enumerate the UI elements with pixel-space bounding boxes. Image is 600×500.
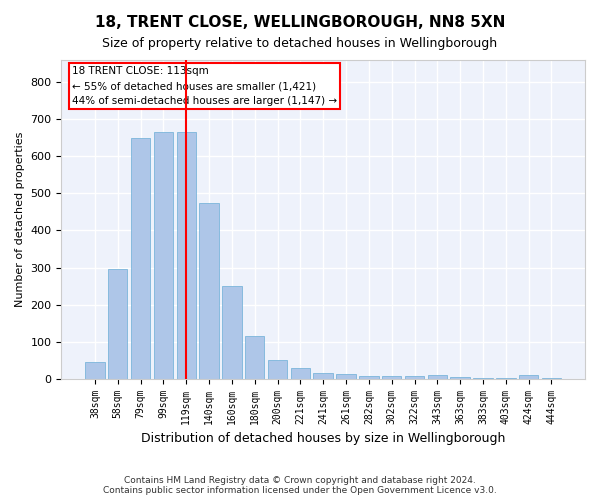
Bar (154, 132, 173, 378)
Bar (108, 270, 127, 378)
Bar (85, 362, 104, 378)
Text: Size of property relative to detached houses in Wellingborough: Size of property relative to detached ho… (103, 38, 497, 51)
Bar (382, 376, 401, 378)
Text: Contains HM Land Registry data © Crown copyright and database right 2024.
Contai: Contains HM Land Registry data © Crown c… (103, 476, 497, 495)
Bar (176, 132, 196, 378)
Bar (428, 375, 447, 378)
Y-axis label: Number of detached properties: Number of detached properties (15, 132, 25, 307)
Bar (313, 373, 333, 378)
Bar (222, 286, 242, 378)
Bar (290, 368, 310, 378)
Bar (199, 202, 219, 378)
Bar (245, 336, 265, 378)
Bar (131, 138, 150, 378)
Bar (337, 374, 356, 378)
Bar (405, 376, 424, 378)
Bar (268, 360, 287, 378)
Bar (451, 377, 470, 378)
Bar (359, 376, 379, 378)
Text: 18, TRENT CLOSE, WELLINGBOROUGH, NN8 5XN: 18, TRENT CLOSE, WELLINGBOROUGH, NN8 5XN (95, 15, 505, 30)
X-axis label: Distribution of detached houses by size in Wellingborough: Distribution of detached houses by size … (141, 432, 505, 445)
Bar (519, 375, 538, 378)
Text: 18 TRENT CLOSE: 113sqm
← 55% of detached houses are smaller (1,421)
44% of semi-: 18 TRENT CLOSE: 113sqm ← 55% of detached… (72, 66, 337, 106)
